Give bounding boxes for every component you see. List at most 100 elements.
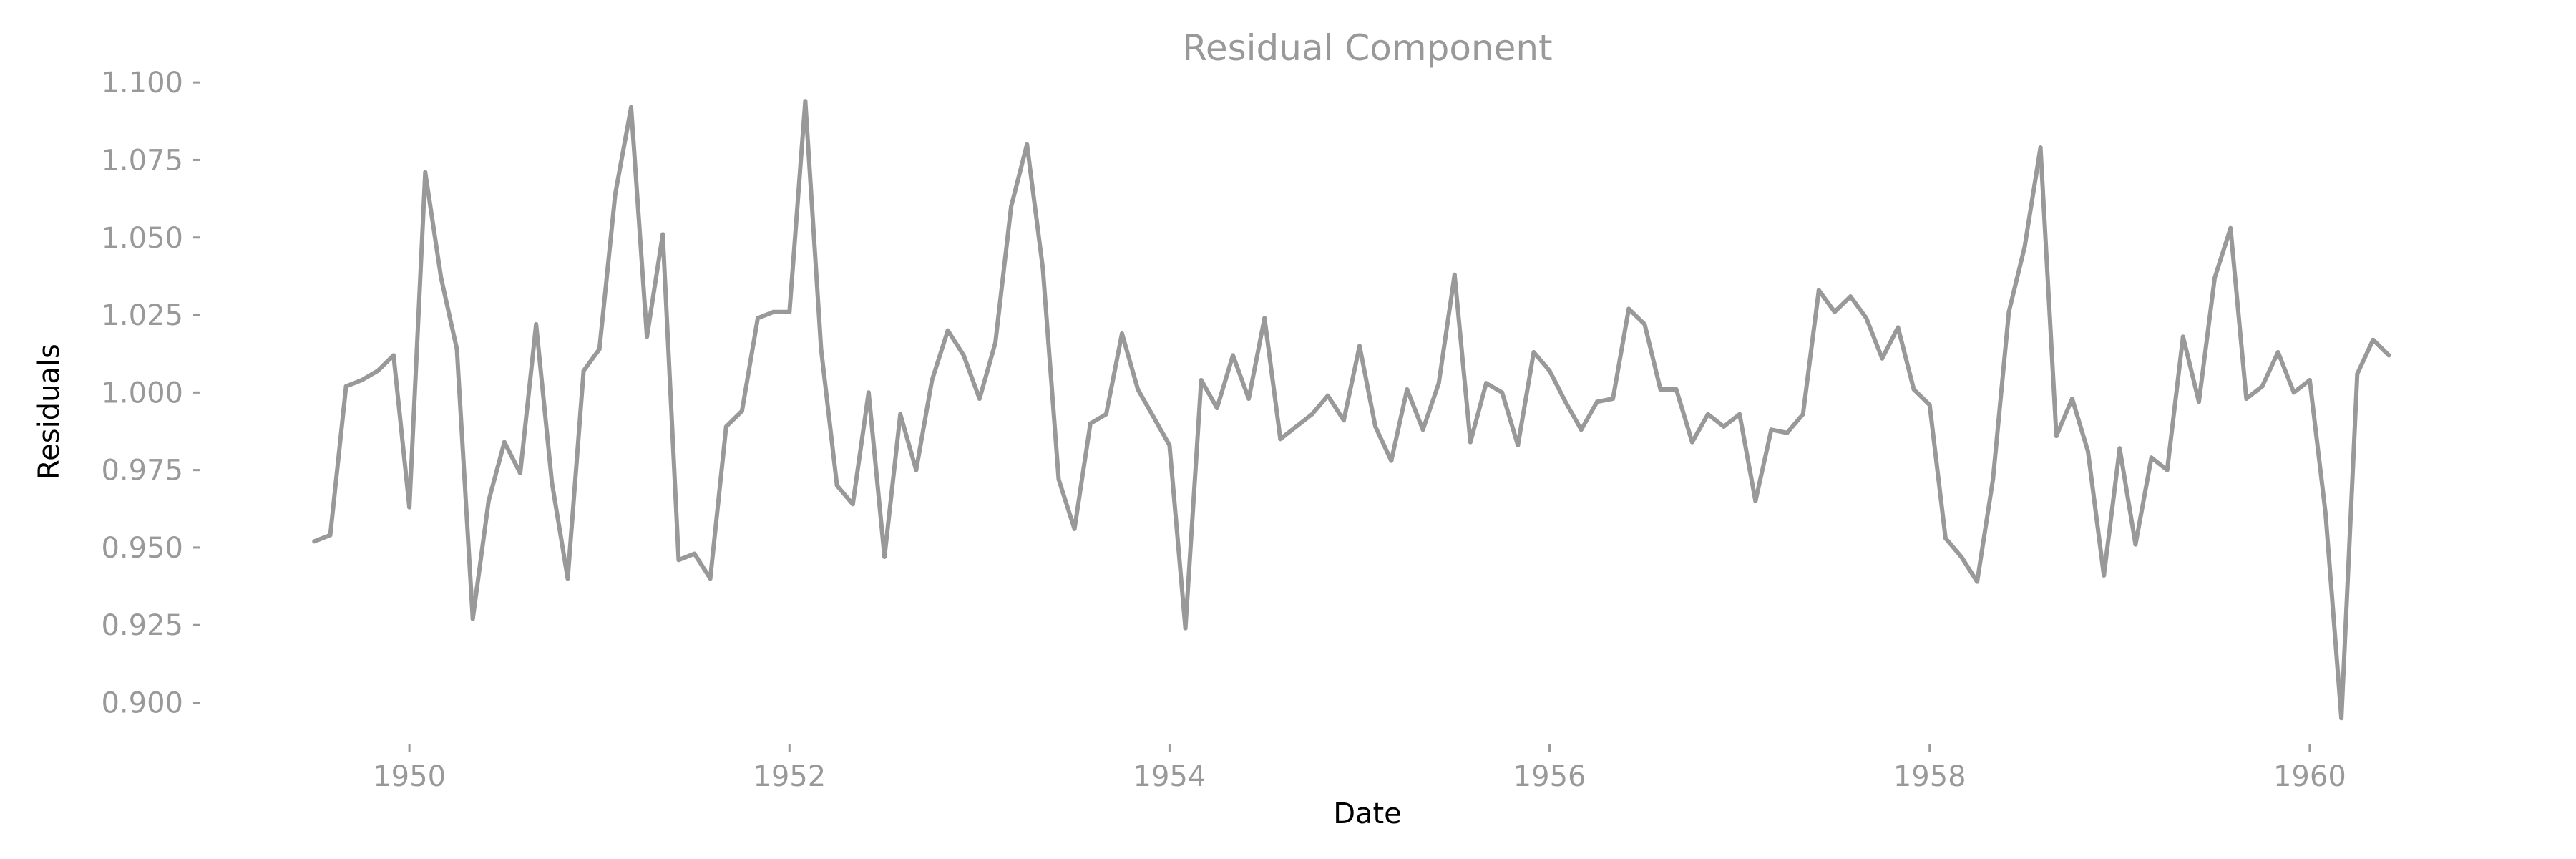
data-point — [502, 440, 507, 445]
data-point — [1214, 406, 1219, 410]
y-tick-label: 1.025 — [101, 299, 183, 332]
data-point — [1357, 344, 1362, 349]
y-tick-label: 1.100 — [101, 67, 183, 100]
data-point — [1626, 306, 1631, 311]
data-point — [359, 378, 364, 382]
data-point — [2386, 353, 2391, 358]
data-point — [1896, 325, 1901, 330]
data-point — [1611, 397, 1616, 401]
data-point — [1642, 322, 1647, 326]
data-point — [1927, 402, 1932, 407]
data-point — [787, 309, 792, 314]
x-tick-label: 1958 — [1893, 760, 1966, 793]
data-point — [2117, 446, 2122, 451]
data-point — [961, 353, 966, 358]
data-point — [1943, 535, 1948, 540]
data-point — [1911, 387, 1916, 392]
data-point — [375, 369, 380, 373]
data-point — [1880, 356, 1885, 361]
data-point — [1309, 412, 1314, 417]
data-point — [1547, 369, 1552, 373]
data-point — [2102, 573, 2107, 578]
data-point — [454, 346, 459, 351]
y-axis-label: Residuals — [33, 344, 66, 480]
y-tick-label: 1.075 — [101, 144, 183, 177]
data-point — [1103, 412, 1108, 417]
data-point — [930, 378, 935, 382]
data-point — [1531, 350, 1536, 354]
x-tick-label: 1956 — [1513, 760, 1586, 793]
y-tick-label: 0.975 — [101, 455, 183, 487]
data-point — [2244, 397, 2249, 401]
plot-area — [312, 99, 2391, 721]
data-point — [708, 576, 713, 581]
data-point — [2307, 378, 2312, 382]
data-point — [1484, 381, 1488, 386]
data-point — [834, 483, 839, 488]
data-point — [1436, 381, 1441, 386]
data-point — [2339, 716, 2344, 721]
data-point — [771, 309, 776, 314]
x-tick-label: 1954 — [1133, 760, 1206, 793]
data-point — [2022, 244, 2027, 249]
data-point — [391, 353, 396, 358]
data-point — [1800, 412, 1805, 417]
data-point — [1468, 440, 1473, 445]
x-tick-label: 1952 — [753, 760, 826, 793]
data-point — [2133, 542, 2138, 547]
data-point — [1120, 331, 1124, 336]
y-axis-ticks: 0.900 0.925 0.950 0.975 1.000 1.025 1.050 1.075… — [101, 67, 200, 720]
data-point — [2212, 276, 2218, 281]
data-point — [723, 424, 728, 429]
data-point — [1705, 412, 1710, 417]
data-point — [613, 192, 618, 197]
data-point — [1056, 477, 1061, 482]
x-axis-ticks: 1950 1952 1954 1956 1958 1960 — [373, 744, 2346, 793]
data-point — [565, 576, 570, 581]
data-point — [1516, 443, 1521, 447]
residual-points — [312, 99, 2391, 721]
data-point — [1753, 499, 1758, 503]
data-point — [898, 412, 903, 417]
data-point — [645, 334, 650, 339]
data-point — [739, 409, 744, 414]
data-point — [803, 99, 808, 104]
data-point — [2086, 449, 2090, 454]
data-point — [1262, 316, 1267, 321]
y-tick-label: 0.925 — [101, 609, 183, 642]
data-point — [423, 170, 428, 175]
data-point — [2038, 145, 2043, 150]
x-axis-label: Date — [1333, 797, 1402, 830]
data-point — [1832, 309, 1837, 314]
data-point — [1722, 424, 1726, 429]
data-point — [1563, 399, 1568, 404]
data-point — [1183, 626, 1188, 631]
data-point — [518, 471, 522, 475]
data-point — [2197, 399, 2201, 404]
data-point — [2291, 390, 2296, 395]
data-point — [1848, 294, 1853, 299]
data-point — [1689, 440, 1694, 445]
data-point — [1294, 424, 1299, 429]
data-point — [2355, 372, 2360, 377]
data-point — [1595, 399, 1599, 404]
data-point — [945, 328, 950, 333]
data-point — [2149, 455, 2154, 460]
data-point — [2069, 397, 2074, 401]
data-point — [1009, 204, 1014, 209]
chart-title: Residual Component — [1182, 27, 1552, 69]
data-point — [2180, 334, 2185, 339]
data-point — [581, 369, 586, 373]
data-point — [2165, 467, 2170, 472]
data-point — [1389, 458, 1394, 463]
data-point — [1325, 393, 1330, 398]
data-point — [629, 105, 633, 110]
data-point — [660, 232, 665, 237]
data-point — [1769, 427, 1774, 432]
data-point — [1975, 579, 1980, 584]
y-tick-label: 1.000 — [101, 377, 183, 409]
data-point — [343, 384, 348, 389]
data-point — [2323, 511, 2328, 516]
data-point — [2228, 225, 2233, 230]
data-point — [882, 554, 887, 559]
